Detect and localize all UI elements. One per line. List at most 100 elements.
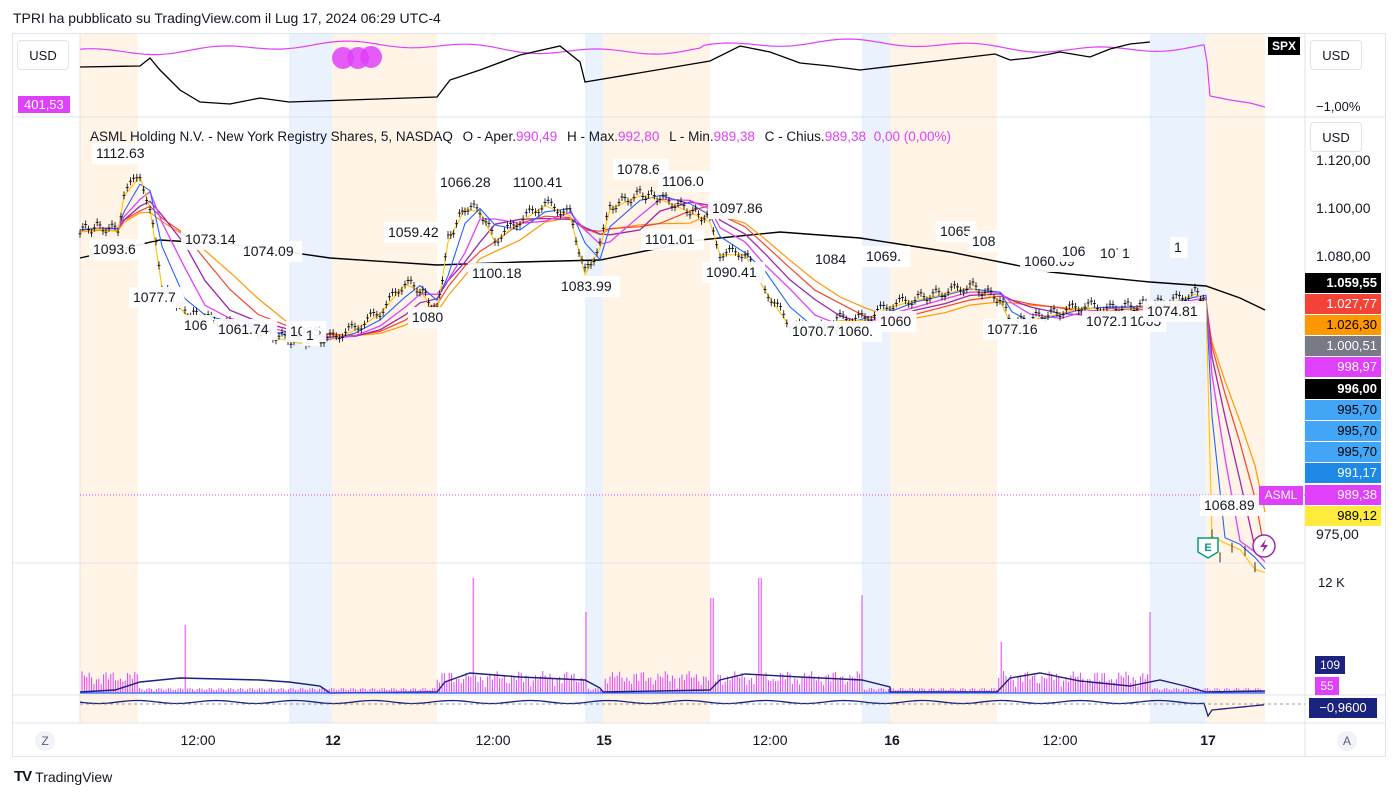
price-badge: 1.027,77 — [1305, 294, 1381, 314]
annotation-bg — [129, 287, 185, 308]
annotation-bg — [708, 198, 772, 219]
price-annotation: 1101.01 — [645, 231, 695, 247]
annotation-bg — [613, 159, 669, 180]
oscillator-badge: −0,9600 — [1309, 698, 1377, 718]
annotation-bg — [834, 321, 882, 342]
price-annotation: 106 — [1062, 243, 1086, 259]
currency-selector-main[interactable]: USD — [1310, 122, 1362, 152]
price-annotation: 1090.41 — [706, 264, 757, 280]
chart-frame — [12, 33, 1386, 757]
legend-change: 0,00 (0,00%) — [873, 129, 952, 144]
annotation-bg — [1118, 243, 1136, 264]
price-annotation: 1093.6 — [93, 241, 136, 257]
price-annotation: 1061.74 — [218, 321, 269, 337]
price-annotation: 1080 — [412, 309, 443, 325]
annotation-bg — [1082, 311, 1138, 332]
price-annotation: 1072.1 — [1086, 313, 1129, 329]
price-annotation: 1077.16 — [987, 321, 1038, 337]
price-annotation: 1112.63 — [96, 145, 145, 161]
price-badge: 1.059,55 — [1305, 273, 1381, 293]
price-badge: 995,70 — [1305, 400, 1381, 420]
legend-low: 989,38 — [713, 129, 755, 144]
auto-zoom-button[interactable]: Z — [35, 731, 55, 751]
price-annotation: 1077.7 — [133, 289, 176, 305]
price-annotation: 1060 — [880, 313, 911, 329]
price-badge: 995,70 — [1305, 421, 1381, 441]
annotation-bg — [658, 171, 714, 192]
annotation-bg — [968, 231, 1001, 252]
annotation-bg — [983, 319, 1047, 340]
session-band — [332, 34, 437, 723]
price-annotation: 1060. — [838, 323, 873, 339]
annotation-bg — [702, 262, 766, 283]
legend-low-label: L - Min. — [669, 129, 714, 144]
annotation-bg — [641, 229, 705, 250]
price-badge: 989,12 — [1305, 506, 1381, 526]
price-annotation: 1106.0 — [662, 173, 704, 189]
annotation-bg — [92, 143, 156, 164]
currency-selector-left[interactable]: USD — [17, 40, 69, 70]
time-axis-label: 12:00 — [1042, 732, 1077, 748]
volume-badge-1: 109 — [1315, 656, 1345, 674]
session-band — [1150, 34, 1206, 723]
annotation-bg — [214, 319, 278, 340]
annotation-bg — [811, 249, 852, 270]
compare-symbol-label: SPX — [1268, 37, 1301, 55]
price-annotation: 1083.99 — [561, 278, 612, 294]
price-axis-label: 975,00 — [1316, 526, 1359, 542]
annotation-bg — [89, 239, 145, 260]
earnings-icon[interactable]: E — [1197, 537, 1219, 559]
symbol-legend[interactable]: ASML Holding N.V. - New York Registry Sh… — [90, 129, 951, 144]
price-badge: 1.000,51 — [1305, 336, 1381, 356]
session-band — [862, 34, 890, 723]
annotation-bg — [181, 229, 245, 250]
oscillator-line — [79, 699, 1265, 718]
annotation-bg — [239, 241, 303, 262]
annotation-bg — [862, 246, 910, 267]
price-annotation: 1066.28 — [440, 174, 491, 190]
svg-text:E: E — [1204, 542, 1211, 554]
time-axis-label: 12:00 — [752, 732, 787, 748]
compare-percent-label: −1,00% — [1316, 99, 1361, 114]
legend-close: 989,38 — [824, 129, 866, 144]
legend-open: 990,49 — [515, 129, 558, 144]
alert-dots — [332, 46, 382, 69]
session-band — [890, 34, 997, 723]
price-annotation: 1059.42 — [388, 224, 439, 240]
price-badge: 989,38 — [1305, 485, 1381, 505]
annotation-bg — [468, 263, 532, 284]
time-axis-label: 12:00 — [180, 732, 215, 748]
price-badge: 996,00 — [1305, 379, 1381, 399]
annotation-bg — [1058, 241, 1091, 262]
legend-high: 992,80 — [618, 129, 660, 144]
annotation-bg — [384, 222, 448, 243]
annotation-bg — [1200, 495, 1264, 516]
volume-ma-line — [79, 672, 1266, 694]
price-annotation: 1065 — [940, 223, 971, 239]
annotation-bg — [1143, 301, 1207, 322]
price-annotation: 1070.76 — [792, 323, 843, 339]
price-annotation: 1073.14 — [185, 231, 236, 247]
price-annotation: 1074.09 — [243, 243, 294, 259]
legend-title: ASML Holding N.V. - New York Registry Sh… — [90, 129, 453, 144]
compare-left-value: 401,53 — [18, 96, 70, 113]
auto-scale-button[interactable]: A — [1337, 731, 1357, 751]
legend-close-label: C - Chius. — [764, 129, 825, 144]
price-badge: 995,70 — [1305, 442, 1381, 462]
price-annotation: 1100.41 — [513, 174, 563, 190]
price-axis-label: 1.120,00 — [1316, 152, 1371, 168]
lightning-event-icon[interactable] — [1252, 534, 1276, 558]
volume-axis-top: 12 K — [1318, 575, 1345, 590]
annotation-bg — [936, 221, 977, 242]
footer-brand[interactable]: TV TradingView — [14, 768, 112, 785]
price-annotation: 1068.89 — [1204, 497, 1255, 513]
time-axis-label: 17 — [1200, 732, 1216, 748]
annotation-bg — [180, 315, 213, 336]
annotation-bg — [509, 172, 573, 193]
session-band — [1206, 34, 1265, 723]
spx-compare-line — [79, 38, 1266, 108]
currency-selector-compare[interactable]: USD — [1310, 40, 1362, 70]
legend-high-label: H - Max. — [567, 129, 619, 144]
price-annotation: 106 — [184, 317, 208, 333]
